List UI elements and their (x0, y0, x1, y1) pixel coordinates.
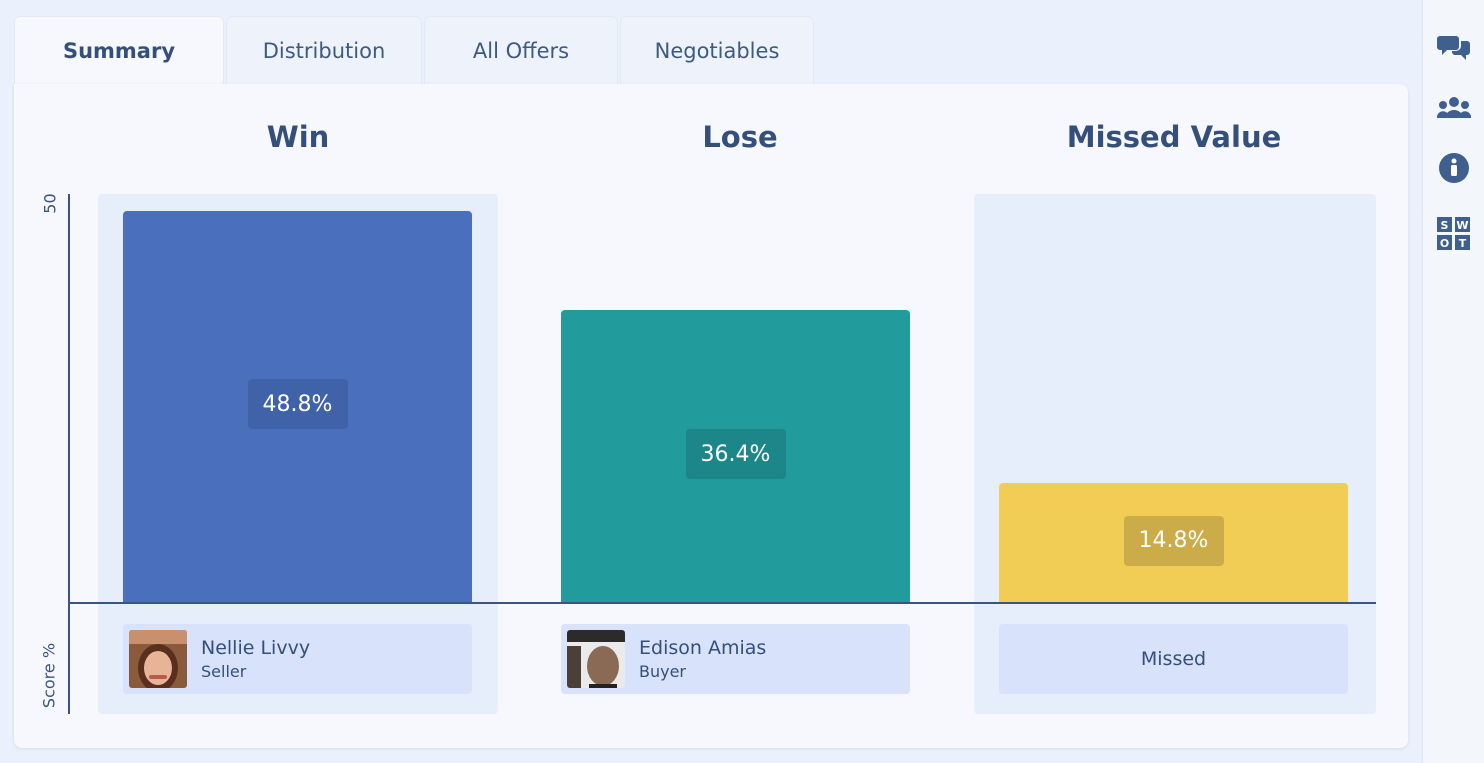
seller-role: Seller (201, 662, 247, 681)
right-rail: S W O T (1422, 0, 1484, 763)
swot-letter-t: T (1459, 237, 1467, 250)
win-title: Win (266, 120, 330, 154)
missed-title: Missed Value (1066, 120, 1282, 154)
seller-avatar (129, 630, 187, 688)
win-value-label: 48.8% (247, 379, 348, 430)
swot-icon[interactable]: S W O T (1437, 217, 1471, 250)
buyer-avatar (567, 630, 625, 688)
seller-name: Nellie Livvy (201, 637, 311, 659)
missed-label: Missed (1140, 648, 1207, 670)
tab-all-offers[interactable]: All Offers (424, 16, 618, 84)
y-axis-label: Score % (39, 642, 59, 709)
tab-distribution[interactable]: Distribution (226, 16, 422, 84)
buyer-name: Edison Amias (639, 637, 767, 659)
lose-value-label: 36.4% (685, 429, 786, 480)
swot-letter-w: W (1456, 219, 1468, 232)
users-icon[interactable] (1437, 92, 1471, 124)
swot-letter-o: O (1440, 237, 1449, 250)
tab-negotiables[interactable]: Negotiables (620, 16, 814, 84)
y-axis (68, 194, 70, 714)
missed-card[interactable]: Missed (999, 624, 1348, 694)
swot-letter-s: S (1441, 219, 1449, 232)
info-icon[interactable] (1437, 152, 1471, 184)
main-area: Summary Distribution All Offers Negotiab… (14, 16, 1408, 748)
tab-summary[interactable]: Summary (14, 16, 224, 84)
missed-value-label: 14.8% (1123, 515, 1224, 566)
buyer-role: Buyer (639, 662, 687, 681)
y-tick-50: 50 (40, 193, 60, 214)
chat-icon[interactable] (1437, 30, 1471, 62)
lose-participant-card[interactable]: Edison Amias Buyer (561, 624, 910, 694)
win-participant-card[interactable]: Nellie Livvy Seller (123, 624, 472, 694)
tab-bar: Summary Distribution All Offers Negotiab… (14, 16, 816, 84)
lose-title: Lose (702, 120, 778, 154)
x-axis (68, 602, 1376, 604)
